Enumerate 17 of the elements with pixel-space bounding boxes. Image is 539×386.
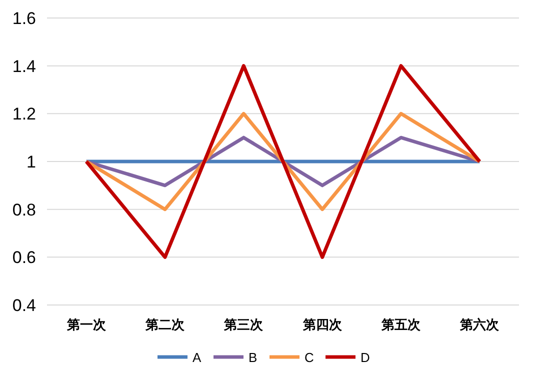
y-tick-label: 1.2 — [12, 104, 36, 124]
legend-label: D — [360, 350, 370, 365]
y-tick-label: 1 — [26, 152, 36, 172]
y-tick-label: 0.4 — [12, 296, 36, 315]
legend-label: A — [192, 350, 202, 365]
legend-label: B — [248, 350, 258, 365]
legend-label: C — [304, 350, 314, 365]
y-tick-label: 0.6 — [12, 248, 36, 268]
x-tick-label: 第四次 — [302, 317, 343, 332]
x-tick-label: 第三次 — [223, 317, 264, 332]
y-tick-label: 1.4 — [12, 56, 36, 76]
x-tick-label: 第一次 — [66, 317, 107, 332]
x-tick-label: 第五次 — [380, 317, 422, 332]
y-tick-label: 0.8 — [12, 200, 36, 220]
x-tick-label: 第六次 — [459, 317, 500, 332]
x-tick-label: 第二次 — [144, 317, 186, 332]
y-tick-label: 1.6 — [12, 9, 36, 28]
